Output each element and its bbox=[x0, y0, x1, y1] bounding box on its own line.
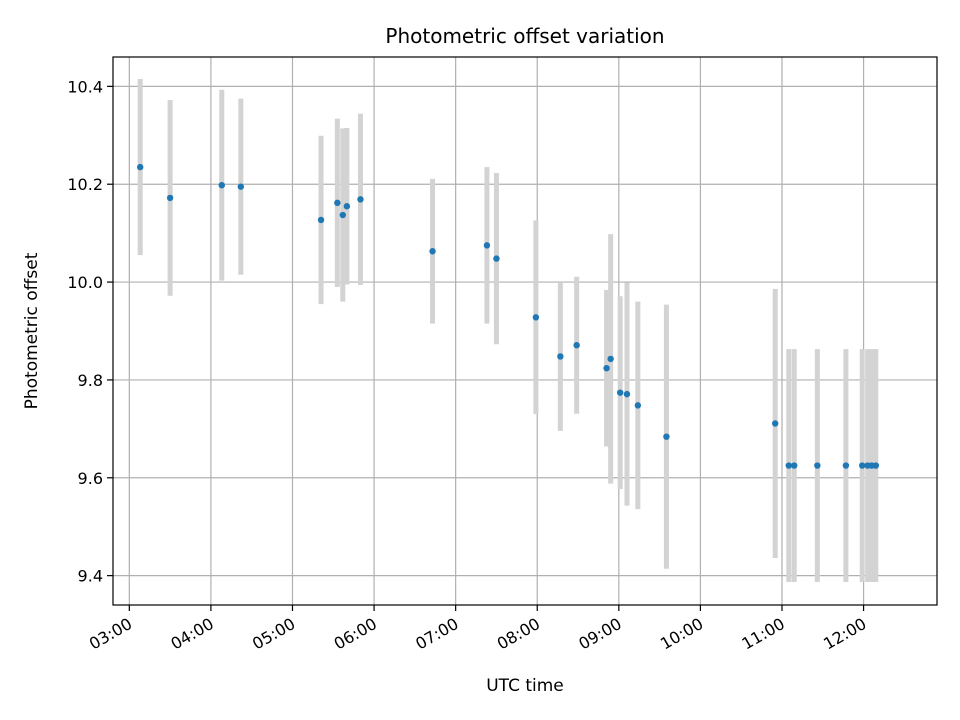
x-axis-label: UTC time bbox=[486, 676, 564, 696]
data-point bbox=[343, 203, 351, 210]
data-point bbox=[557, 353, 564, 360]
data-point bbox=[237, 183, 245, 190]
data-points bbox=[136, 163, 880, 469]
data-point bbox=[814, 462, 821, 469]
data-point bbox=[166, 194, 174, 202]
data-point bbox=[785, 462, 792, 469]
data-point bbox=[573, 341, 580, 349]
y-tick-label: 9.4 bbox=[78, 567, 103, 586]
data-point bbox=[634, 402, 642, 409]
data-point bbox=[859, 462, 866, 469]
data-point bbox=[623, 390, 631, 398]
data-point bbox=[493, 255, 500, 262]
data-point bbox=[872, 462, 880, 469]
data-point bbox=[532, 314, 540, 321]
data-point bbox=[357, 196, 364, 203]
plot-area-frame bbox=[112, 56, 938, 606]
data-point bbox=[429, 248, 436, 255]
data-point bbox=[616, 389, 624, 396]
data-point bbox=[317, 216, 325, 224]
data-point bbox=[663, 433, 670, 440]
y-tick-label: 10.0 bbox=[67, 273, 103, 292]
grid bbox=[113, 57, 937, 605]
y-tick-label: 9.6 bbox=[78, 469, 103, 488]
data-point bbox=[483, 242, 491, 249]
y-tick-label: 10.4 bbox=[67, 77, 103, 96]
data-point bbox=[334, 199, 341, 207]
data-point bbox=[771, 420, 779, 427]
y-axis-label: Photometric offset bbox=[22, 252, 42, 409]
data-point bbox=[603, 364, 610, 372]
data-point bbox=[218, 181, 225, 189]
data-point bbox=[339, 211, 346, 219]
chart-title: Photometric offset variation bbox=[385, 24, 664, 48]
y-tick-label: 9.8 bbox=[78, 371, 103, 390]
y-tick-label: 10.2 bbox=[67, 175, 103, 194]
y-axis-ticks: 9.4 9.6 9.8 10.0 10.2 10.4 bbox=[67, 77, 113, 586]
data-point bbox=[791, 462, 798, 469]
data-point bbox=[842, 462, 850, 469]
data-point bbox=[607, 355, 614, 363]
data-point bbox=[136, 163, 144, 171]
